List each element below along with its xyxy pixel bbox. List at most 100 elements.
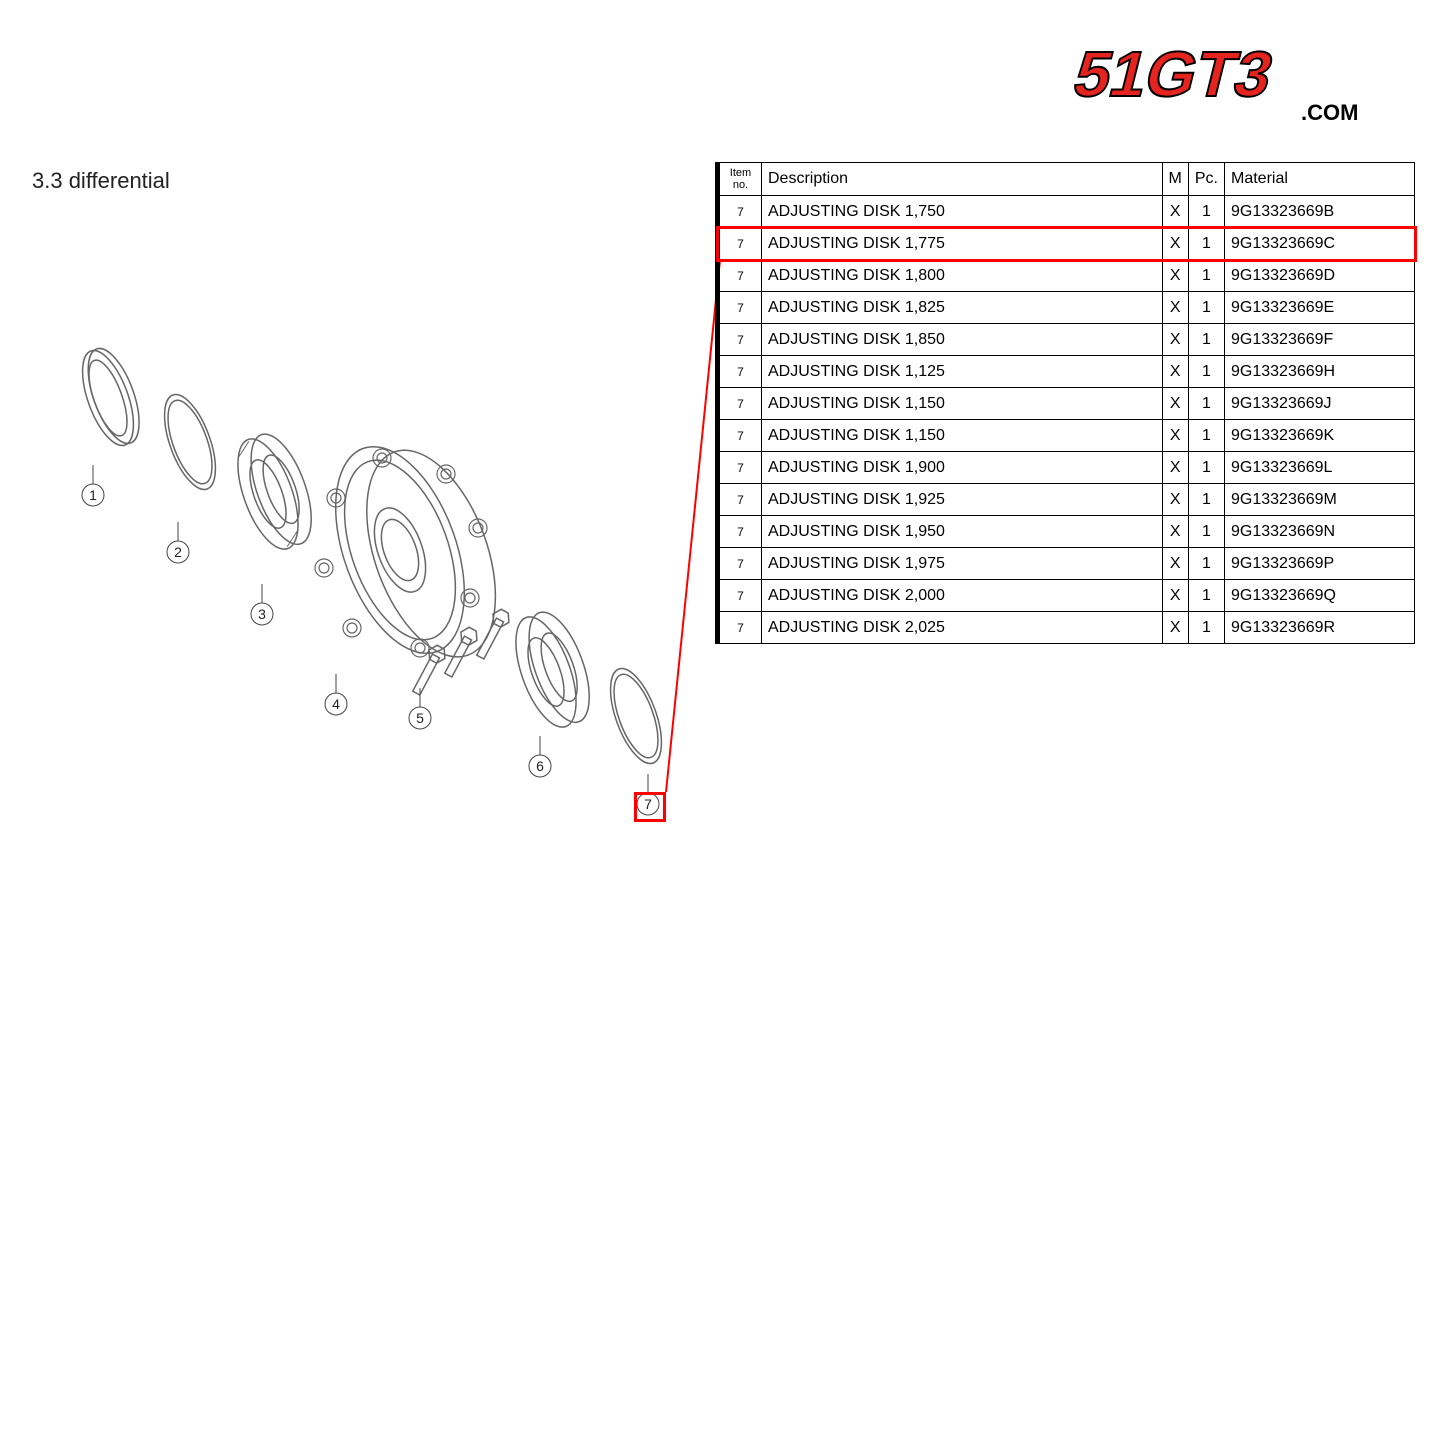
- callout-num-2: 2: [174, 544, 182, 560]
- cell-desc: ADJUSTING DISK 1,800: [762, 260, 1163, 292]
- table-header-row: Item no. Description M Pc. Material: [718, 163, 1415, 196]
- cell-pc: 1: [1188, 228, 1224, 260]
- cell-item: 7: [718, 548, 762, 580]
- cell-m: X: [1162, 484, 1188, 516]
- cell-m: X: [1162, 292, 1188, 324]
- table-row: 7ADJUSTING DISK 2,025X19G13323669R: [718, 612, 1415, 644]
- callout-num-4: 4: [332, 696, 340, 712]
- cell-desc: ADJUSTING DISK 1,750: [762, 196, 1163, 228]
- cell-item: 7: [718, 324, 762, 356]
- cell-mat: 9G13323669D: [1225, 260, 1415, 292]
- cell-item: 7: [718, 228, 762, 260]
- cell-mat: 9G13323669N: [1225, 516, 1415, 548]
- cell-desc: ADJUSTING DISK 1,925: [762, 484, 1163, 516]
- cell-desc: ADJUSTING DISK 1,775: [762, 228, 1163, 260]
- cell-pc: 1: [1188, 452, 1224, 484]
- parts-table-wrap: Item no. Description M Pc. Material 7ADJ…: [715, 162, 1415, 644]
- cell-m: X: [1162, 420, 1188, 452]
- cell-pc: 1: [1188, 356, 1224, 388]
- callout-num-1: 1: [89, 487, 97, 503]
- section-title: 3.3 differential: [32, 168, 170, 194]
- callout-box-diagram: [634, 792, 666, 822]
- cell-m: X: [1162, 228, 1188, 260]
- cell-mat: 9G13323669J: [1225, 388, 1415, 420]
- col-item: Item no.: [718, 163, 762, 196]
- table-row: 7ADJUSTING DISK 1,775X19G13323669C: [718, 228, 1415, 260]
- cell-mat: 9G13323669E: [1225, 292, 1415, 324]
- cell-item: 7: [718, 420, 762, 452]
- table-row: 7ADJUSTING DISK 1,975X19G13323669P: [718, 548, 1415, 580]
- callout-num-5: 5: [416, 710, 424, 726]
- cell-desc: ADJUSTING DISK 1,825: [762, 292, 1163, 324]
- table-row: 7ADJUSTING DISK 1,825X19G13323669E: [718, 292, 1415, 324]
- table-row: 7ADJUSTING DISK 1,950X19G13323669N: [718, 516, 1415, 548]
- cell-mat: 9G13323669B: [1225, 196, 1415, 228]
- cell-m: X: [1162, 612, 1188, 644]
- cell-mat: 9G13323669F: [1225, 324, 1415, 356]
- table-row: 7ADJUSTING DISK 1,125X19G13323669H: [718, 356, 1415, 388]
- table-row: 7ADJUSTING DISK 1,850X19G13323669F: [718, 324, 1415, 356]
- table-row: 7ADJUSTING DISK 1,750X19G13323669B: [718, 196, 1415, 228]
- cell-m: X: [1162, 356, 1188, 388]
- cell-m: X: [1162, 324, 1188, 356]
- cell-item: 7: [718, 516, 762, 548]
- cell-item: 7: [718, 580, 762, 612]
- cell-pc: 1: [1188, 196, 1224, 228]
- cell-desc: ADJUSTING DISK 1,850: [762, 324, 1163, 356]
- cell-mat: 9G13323669C: [1225, 228, 1415, 260]
- part-4-housing: [310, 429, 520, 674]
- cell-mat: 9G13323669R: [1225, 612, 1415, 644]
- cell-pc: 1: [1188, 580, 1224, 612]
- part-7-adjusting-disk: [600, 662, 672, 770]
- cell-m: X: [1162, 548, 1188, 580]
- part-6-bearing: [504, 605, 602, 735]
- cell-item: 7: [718, 292, 762, 324]
- logo-sub-text: .COM: [1301, 100, 1358, 125]
- cell-desc: ADJUSTING DISK 1,900: [762, 452, 1163, 484]
- cell-pc: 1: [1188, 420, 1224, 452]
- col-m: M: [1162, 163, 1188, 196]
- cell-m: X: [1162, 516, 1188, 548]
- col-pc: Pc.: [1188, 163, 1224, 196]
- cell-pc: 1: [1188, 548, 1224, 580]
- cell-desc: ADJUSTING DISK 2,025: [762, 612, 1163, 644]
- cell-mat: 9G13323669K: [1225, 420, 1415, 452]
- callout-num-3: 3: [258, 606, 266, 622]
- part-1-seal: [72, 342, 149, 452]
- table-row: 7ADJUSTING DISK 1,800X19G13323669D: [718, 260, 1415, 292]
- cell-item: 7: [718, 612, 762, 644]
- parts-table: Item no. Description M Pc. Material 7ADJ…: [715, 162, 1415, 644]
- cell-pc: 1: [1188, 292, 1224, 324]
- callout-num-6: 6: [536, 758, 544, 774]
- part-2-ring: [154, 388, 226, 496]
- col-mat: Material: [1225, 163, 1415, 196]
- cell-mat: 9G13323669Q: [1225, 580, 1415, 612]
- cell-item: 7: [718, 356, 762, 388]
- brand-logo: 51GT3 .COM: [1037, 38, 1397, 133]
- cell-pc: 1: [1188, 260, 1224, 292]
- logo-main-text: 51GT3: [1067, 38, 1281, 110]
- cell-mat: 9G13323669M: [1225, 484, 1415, 516]
- cell-item: 7: [718, 260, 762, 292]
- part-3-bearing: [226, 427, 324, 557]
- cell-mat: 9G13323669L: [1225, 452, 1415, 484]
- table-row: 7ADJUSTING DISK 1,150X19G13323669K: [718, 420, 1415, 452]
- cell-item: 7: [718, 196, 762, 228]
- col-desc: Description: [762, 163, 1163, 196]
- cell-desc: ADJUSTING DISK 1,975: [762, 548, 1163, 580]
- cell-item: 7: [718, 484, 762, 516]
- table-row: 7ADJUSTING DISK 1,925X19G13323669M: [718, 484, 1415, 516]
- cell-desc: ADJUSTING DISK 1,125: [762, 356, 1163, 388]
- cell-desc: ADJUSTING DISK 1,150: [762, 420, 1163, 452]
- cell-desc: ADJUSTING DISK 1,150: [762, 388, 1163, 420]
- cell-m: X: [1162, 260, 1188, 292]
- cell-desc: ADJUSTING DISK 2,000: [762, 580, 1163, 612]
- exploded-diagram: 1234567: [40, 280, 690, 840]
- cell-m: X: [1162, 580, 1188, 612]
- logo-svg: 51GT3 .COM: [1037, 38, 1397, 128]
- cell-pc: 1: [1188, 388, 1224, 420]
- cell-pc: 1: [1188, 516, 1224, 548]
- cell-pc: 1: [1188, 484, 1224, 516]
- cell-item: 7: [718, 452, 762, 484]
- cell-pc: 1: [1188, 324, 1224, 356]
